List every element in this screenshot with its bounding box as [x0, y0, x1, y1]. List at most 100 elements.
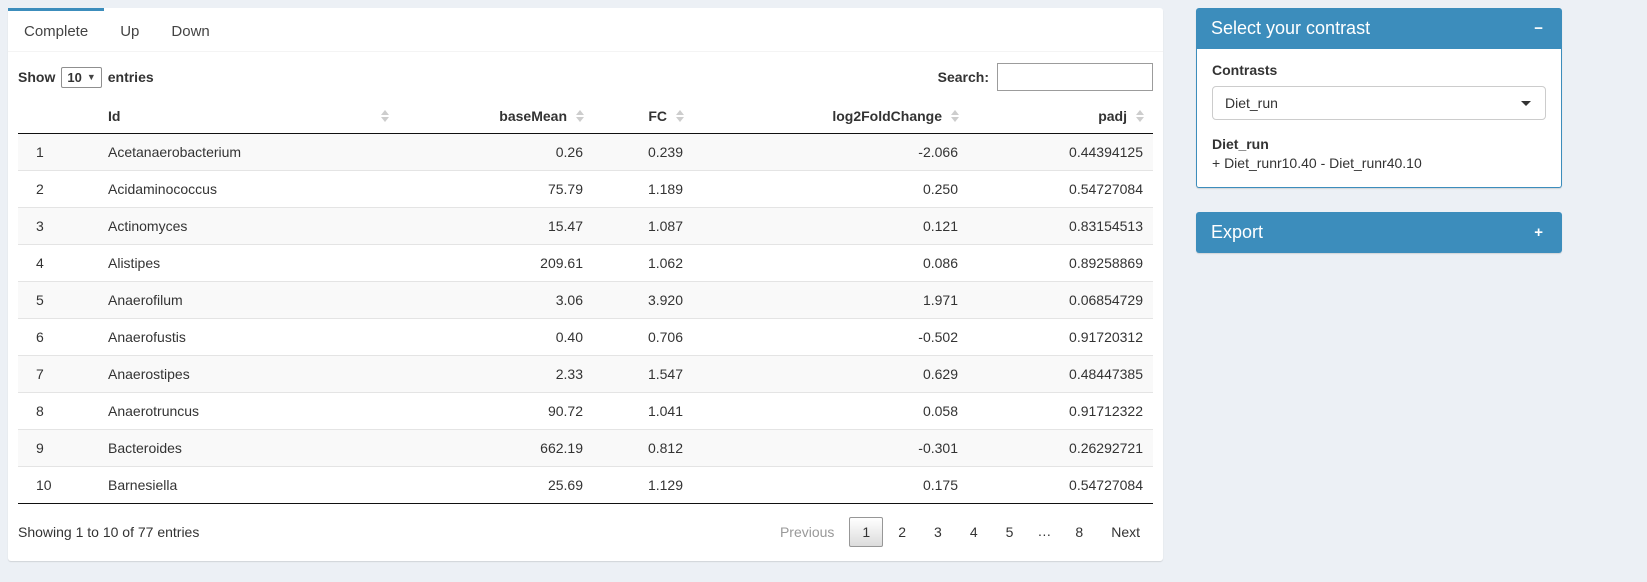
- column-header-log2foldchange[interactable]: log2FoldChange: [693, 99, 968, 134]
- pagination-page-button[interactable]: 5: [1005, 524, 1014, 540]
- pagination: Previous 1 2 3 4 5 … 8 Next: [765, 517, 1153, 547]
- column-header-basemean[interactable]: baseMean: [398, 99, 593, 134]
- table-info: Showing 1 to 10 of 77 entries: [18, 524, 200, 540]
- cell-padj: 0.44394125: [968, 133, 1153, 171]
- column-header-label: Id: [108, 108, 121, 124]
- pagination-pages: 1 2 3 4 5 … 8: [847, 517, 1096, 547]
- cell-log2fc: -2.066: [693, 133, 968, 171]
- export-box-title: Export: [1211, 222, 1264, 242]
- contrast-select-value: Diet_run: [1225, 95, 1278, 111]
- contrasts-label: Contrasts: [1212, 62, 1278, 78]
- column-header-label: baseMean: [499, 108, 567, 124]
- cell-log2fc: 0.058: [693, 392, 968, 430]
- pagination-page-button[interactable]: 1: [849, 517, 884, 547]
- table-row[interactable]: 1 Acetanaerobacterium 0.26 0.239 -2.066 0.443…: [18, 133, 1153, 171]
- table-header: Id baseMean FC log2FoldChange: [18, 99, 1153, 134]
- column-header-label: log2FoldChange: [832, 108, 942, 124]
- cell-id: Anaerofustis: [98, 318, 398, 356]
- cell-fc: 1.547: [593, 355, 693, 393]
- cell-fc: 0.706: [593, 318, 693, 356]
- pagination-page-button[interactable]: 4: [969, 524, 978, 540]
- contrast-box-header: Select your contrast −: [1196, 8, 1562, 49]
- contrast-box-title: Select your contrast: [1211, 18, 1371, 38]
- column-header-padj[interactable]: padj: [968, 99, 1153, 134]
- table-row[interactable]: 10 Barnesiella 25.69 1.129 0.175 0.54727084: [18, 466, 1153, 504]
- table-body: 1 Acetanaerobacterium 0.26 0.239 -2.066 0.443…: [18, 133, 1153, 504]
- sort-icon: [576, 109, 585, 123]
- page-length-select[interactable]: 10 ▼: [61, 66, 102, 88]
- cell-basemean: 3.06: [398, 281, 593, 319]
- cell-id: Anaerostipes: [98, 355, 398, 393]
- contrast-name: Diet_run: [1212, 136, 1269, 152]
- table-row[interactable]: 7 Anaerostipes 2.33 1.547 0.629 0.48447385: [18, 355, 1153, 393]
- cell-num: 1: [18, 133, 98, 171]
- tab-complete[interactable]: Complete: [8, 8, 105, 51]
- cell-num: 6: [18, 318, 98, 356]
- page: Complete Up Down Show 10 ▼ entries Searc…: [8, 8, 1562, 561]
- cell-log2fc: 0.086: [693, 244, 968, 282]
- pagination-page-button[interactable]: 3: [934, 524, 942, 540]
- cell-log2fc: 0.175: [693, 466, 968, 504]
- pagination-ellipsis: …: [1037, 523, 1052, 539]
- cell-id: Barnesiella: [98, 466, 398, 504]
- sort-icon: [381, 109, 390, 123]
- cell-basemean: 25.69: [398, 466, 593, 504]
- contrast-box-body: Contrasts Diet_run Diet_run + Diet_runr1…: [1196, 49, 1562, 188]
- pagination-previous-button[interactable]: Previous: [779, 524, 835, 540]
- export-box: Export +: [1196, 212, 1562, 253]
- caret-down-icon: [1521, 101, 1531, 106]
- cell-fc: 1.129: [593, 466, 693, 504]
- cell-basemean: 209.61: [398, 244, 593, 282]
- cell-log2fc: 0.121: [693, 207, 968, 245]
- tab-bar: Complete Up Down: [8, 8, 1163, 52]
- contrast-formula: + Diet_runr10.40 - Diet_runr40.10: [1212, 155, 1422, 171]
- cell-basemean: 662.19: [398, 429, 593, 467]
- table-row[interactable]: 4 Alistipes 209.61 1.062 0.086 0.89258869: [18, 244, 1153, 282]
- cell-padj: 0.06854729: [968, 281, 1153, 319]
- expand-plus-icon[interactable]: +: [1530, 223, 1547, 242]
- sort-icon: [676, 109, 685, 123]
- cell-id: Acetanaerobacterium: [98, 133, 398, 171]
- table-row[interactable]: 2 Acidaminococcus 75.79 1.189 0.250 0.5472708…: [18, 170, 1153, 208]
- cell-padj: 0.54727084: [968, 466, 1153, 504]
- cell-fc: 1.087: [593, 207, 693, 245]
- column-header-label: padj: [1098, 108, 1127, 124]
- cell-log2fc: -0.502: [693, 318, 968, 356]
- cell-num: 4: [18, 244, 98, 282]
- cell-padj: 0.83154513: [968, 207, 1153, 245]
- cell-fc: 0.812: [593, 429, 693, 467]
- search-control: Search:: [938, 63, 1153, 91]
- table-row[interactable]: 8 Anaerotruncus 90.72 1.041 0.058 0.91712322: [18, 392, 1153, 430]
- cell-id: Anaerofilum: [98, 281, 398, 319]
- cell-id: Alistipes: [98, 244, 398, 282]
- search-input[interactable]: [997, 63, 1153, 91]
- pagination-page-button[interactable]: 8: [1075, 524, 1084, 540]
- tab-up[interactable]: Up: [120, 23, 140, 40]
- tab-down[interactable]: Down: [171, 23, 210, 40]
- contrast-select[interactable]: Diet_run: [1212, 86, 1546, 120]
- cell-basemean: 75.79: [398, 170, 593, 208]
- cell-basemean: 2.33: [398, 355, 593, 393]
- cell-padj: 0.48447385: [968, 355, 1153, 393]
- cell-num: 7: [18, 355, 98, 393]
- cell-log2fc: 1.971: [693, 281, 968, 319]
- pagination-page-button[interactable]: 2: [898, 524, 907, 540]
- search-label: Search:: [937, 69, 989, 85]
- column-header-fc[interactable]: FC: [593, 99, 693, 134]
- table-row[interactable]: 9 Bacteroides 662.19 0.812 -0.301 0.26292721: [18, 429, 1153, 467]
- table-row[interactable]: 3 Actinomyces 15.47 1.087 0.121 0.83154513: [18, 207, 1153, 245]
- table-footer: Showing 1 to 10 of 77 entries Previous 1…: [8, 504, 1163, 561]
- table-row[interactable]: 5 Anaerofilum 3.06 3.920 1.971 0.06854729: [18, 281, 1153, 319]
- cell-num: 9: [18, 429, 98, 467]
- column-header-id[interactable]: Id: [98, 99, 398, 134]
- contrast-box: Select your contrast − Contrasts Diet_ru…: [1196, 8, 1562, 188]
- cell-fc: 0.239: [593, 133, 693, 171]
- table-row[interactable]: 6 Anaerofustis 0.40 0.706 -0.502 0.91720312: [18, 318, 1153, 356]
- cell-id: Bacteroides: [98, 429, 398, 467]
- cell-num: 3: [18, 207, 98, 245]
- cell-num: 5: [18, 281, 98, 319]
- cell-log2fc: 0.250: [693, 170, 968, 208]
- collapse-minus-icon[interactable]: −: [1530, 19, 1547, 38]
- results-table: Id baseMean FC log2FoldChange: [18, 99, 1153, 504]
- pagination-next-button[interactable]: Next: [1111, 524, 1140, 540]
